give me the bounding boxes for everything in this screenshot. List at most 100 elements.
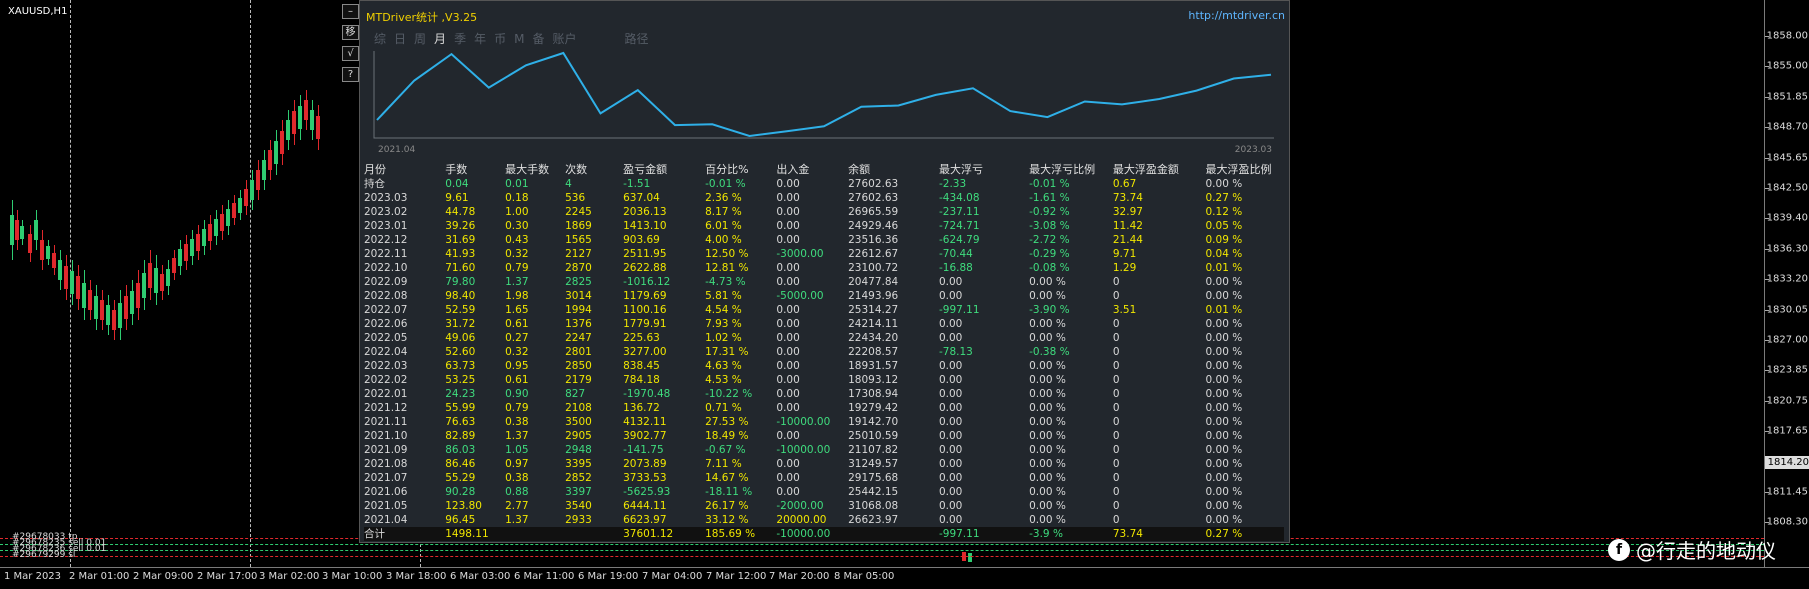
tab-8[interactable]: 备 (532, 32, 545, 46)
time-tick-label: 2 Mar 17:00 (197, 571, 258, 582)
candle-wick (233, 195, 235, 225)
price-tick-mark (1765, 66, 1769, 68)
candle-wick (305, 90, 307, 130)
table-cell: -1970.48 (623, 388, 671, 400)
table-cell: 4 (565, 178, 572, 190)
table-cell: -4.73 % (705, 276, 746, 288)
table-cell: 0.04 (445, 178, 469, 190)
time-tick-label: 6 Mar 11:00 (514, 571, 575, 582)
table-cell: 14.67 % (705, 472, 749, 484)
table-cell: 0.00 % (1029, 374, 1066, 386)
column-header: 最大浮盈金额 (1112, 163, 1179, 176)
table-cell: 31249.57 (848, 458, 899, 470)
table-row: 2022.09 79.80 1.37 2825 -1016.12 -4.73 % 0.00 2… (364, 275, 1284, 289)
table-row: 持仓 0.04 0.01 4 -1.51 -0.01 % 0.00 27602.63 -2.33… (364, 177, 1284, 191)
panel-url-link[interactable]: http://mtdriver.cn (1188, 9, 1285, 22)
table-cell: 0.00 % (1029, 514, 1066, 526)
table-cell: 0.00 % (1205, 430, 1243, 442)
time-tick-label: 3 Mar 10:00 (322, 571, 383, 582)
price-tick-mark (1765, 218, 1769, 220)
total-cell (565, 527, 624, 541)
table-cell: 0.00 (776, 346, 800, 358)
price-tick-mark (1765, 127, 1769, 129)
table-cell: 90.28 (445, 486, 476, 498)
candle-wick (197, 225, 199, 260)
table-cell: 1.29 (1112, 262, 1137, 274)
table-cell: 0.00 (776, 360, 800, 372)
candle-wick (215, 210, 217, 245)
candle-wick (47, 240, 49, 265)
tab-9[interactable]: 账户 (552, 32, 577, 46)
tab-0[interactable]: 综 (374, 32, 387, 46)
candle-wick (137, 270, 139, 320)
candle-wick (281, 120, 283, 165)
table-cell: 3733.53 (623, 472, 667, 484)
table-cell: 2022.08 (364, 290, 408, 302)
table-row: 2023.03 9.61 0.18 536 637.04 2.36 % 0.00 27602.… (364, 191, 1284, 205)
table-cell: 0.00 (938, 472, 963, 484)
table-cell: 39.26 (445, 220, 476, 232)
candle-wick (251, 170, 253, 210)
watermark-text: @行走的地动仪 (1636, 539, 1776, 563)
table-cell: 0.00 (776, 262, 800, 274)
table-cell: 24929.46 (848, 220, 899, 232)
table-row: 2021.04 96.45 1.37 2933 6623.97 33.12 % 20000.… (364, 513, 1284, 527)
table-cell: 0.95 (505, 360, 529, 372)
tab-7[interactable]: M (514, 32, 525, 46)
column-header: 出入金 (776, 163, 810, 176)
table-cell: 2022.12 (364, 234, 408, 246)
table-cell: 1.05 (505, 444, 529, 456)
price-tick-mark (1765, 96, 1769, 98)
candle-wick (209, 215, 211, 250)
table-cell: 18093.12 (848, 374, 899, 386)
tab-2[interactable]: 周 (414, 32, 427, 46)
tab-5[interactable]: 年 (474, 32, 487, 46)
table-cell: 0.00 (776, 374, 800, 386)
table-cell: 2108 (565, 402, 592, 414)
candle-wick (191, 230, 193, 265)
total-cell: 0.27 % (1205, 527, 1284, 541)
table-cell: 0 (1112, 374, 1120, 386)
table-cell: 0.01 % (1205, 262, 1243, 274)
tab-4[interactable]: 季 (454, 32, 467, 46)
table-cell: 2247 (565, 332, 592, 344)
table-cell: 0 (1112, 416, 1120, 428)
table-cell: 0.00 % (1029, 458, 1066, 470)
time-tick-label: 1 Mar 2023 (4, 571, 62, 582)
candle-wick (287, 110, 289, 150)
tab-3[interactable]: 月 (434, 32, 447, 46)
table-cell: 0.00 % (1205, 444, 1243, 456)
table-cell: 2622.88 (623, 262, 667, 274)
table-cell: 0.00 (776, 486, 800, 498)
table-cell: 5.81 % (705, 290, 742, 302)
candle-wick (311, 100, 313, 140)
table-cell: 0.79 (505, 402, 529, 414)
table-cell: 0 (1112, 290, 1120, 302)
tab-6[interactable]: 币 (494, 32, 507, 46)
table-cell: 0.61 (505, 318, 529, 330)
table-cell: 0.67 (1112, 178, 1137, 190)
table-cell: 0.00 (938, 374, 963, 386)
table-cell: 0 (1112, 472, 1120, 484)
table-cell: 0 (1112, 514, 1120, 526)
table-cell: 52.59 (445, 304, 476, 316)
move-icon[interactable]: 移 (342, 25, 359, 40)
table-row: 2022.02 53.25 0.61 2179 784.18 4.53 % 0.00 1809… (364, 373, 1284, 387)
table-row: 2021.06 90.28 0.88 3397 -5625.93 -18.11 % 0.00… (364, 485, 1284, 499)
minus-icon[interactable]: – (342, 4, 359, 19)
candle-wick (11, 200, 13, 260)
check-icon[interactable]: √ (342, 46, 359, 61)
candle-wick (89, 280, 91, 320)
table-cell: 55.29 (445, 472, 476, 484)
table-cell: 0.00 (938, 388, 963, 400)
table-row: 2022.03 63.73 0.95 2850 838.45 4.63 % 0.00 1893… (364, 359, 1284, 373)
tab-1[interactable]: 日 (394, 32, 407, 46)
table-cell: 0.00 (776, 332, 800, 344)
tab-10[interactable]: 路径 (624, 32, 649, 46)
candle-wick (185, 235, 187, 270)
column-header: 百分比% (705, 163, 749, 176)
time-tick-label: 3 Mar 02:00 (259, 571, 320, 582)
table-cell: 0.00 (938, 360, 963, 372)
help-icon[interactable]: ? (342, 67, 359, 82)
table-cell: 4.54 % (705, 304, 742, 316)
